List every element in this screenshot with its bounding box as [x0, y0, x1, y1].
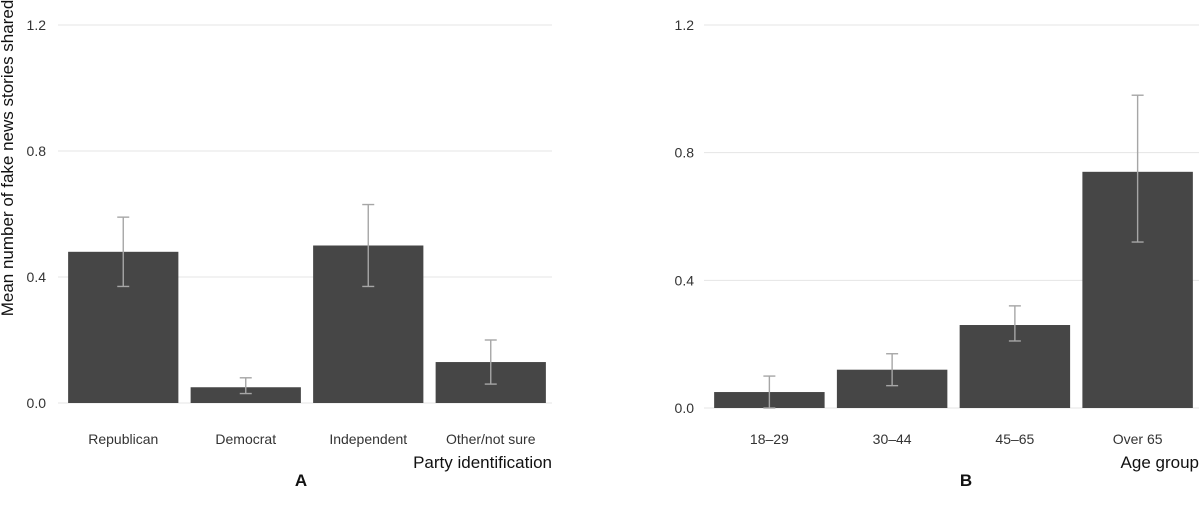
panel-a-x-tick-label: Republican	[88, 431, 158, 447]
panel-b-y-ticks: 0.0 0.4 0.8 1.2	[675, 17, 695, 416]
panel-b-y-tick-label: 0.8	[675, 145, 695, 161]
panel-b-error-bar	[886, 353, 899, 387]
panel-b-x-tick-label: 18–29	[750, 431, 789, 447]
panel-b: 0.0 0.4 0.8 1.2 18–29 30–44 45–65 Over 65 Age …	[675, 17, 1199, 490]
panel-b-y-tick-label: 0.4	[675, 272, 695, 288]
panel-a-errorbars	[117, 203, 497, 395]
panel-a-x-ticks: Republican Democrat Independent Other/not s…	[88, 431, 535, 447]
panel-b-errorbars	[763, 94, 1144, 409]
panel-a-error-bar	[239, 377, 252, 395]
panel-a-x-tick-label: Other/not sure	[446, 431, 536, 447]
panel-a-error-bar	[362, 203, 375, 288]
panel-b-x-ticks: 18–29 30–44 45–65 Over 65	[750, 431, 1163, 447]
panel-b-x-tick-label: 30–44	[873, 431, 912, 447]
panel-a-bar	[190, 387, 301, 403]
panel-b-y-tick-label: 0.0	[675, 400, 695, 416]
panel-a-y-tick-label: 0.8	[27, 143, 47, 159]
panel-a-y-ticks: 0.0 0.4 0.8 1.2	[27, 17, 47, 411]
panel-a-bars	[68, 245, 546, 403]
panel-a-y-tick-label: 1.2	[27, 17, 47, 33]
panel-b-x-axis-title: Age group	[1121, 453, 1199, 472]
panel-a: 0.0 0.4 0.8 1.2 Republican Democrat Independe…	[0, 0, 552, 490]
panel-b-error-bar	[1131, 94, 1144, 243]
panel-a-y-axis-title: Mean number of fake news stories shared	[0, 0, 17, 316]
panel-b-x-tick-label: Over 65	[1113, 431, 1163, 447]
panel-b-bars	[714, 171, 1193, 408]
panel-b-label: B	[960, 471, 972, 490]
panel-a-x-tick-label: Independent	[329, 431, 407, 447]
panel-a-error-bar	[484, 339, 497, 385]
panel-a-x-tick-label: Democrat	[215, 431, 276, 447]
panel-b-y-tick-label: 1.2	[675, 17, 695, 33]
panel-b-error-bar	[763, 375, 776, 409]
panel-a-x-axis-title: Party identification	[413, 453, 552, 472]
panel-a-y-tick-label: 0.4	[27, 269, 47, 285]
panel-a-label: A	[295, 471, 307, 490]
panel-b-x-tick-label: 45–65	[995, 431, 1034, 447]
panel-a-y-tick-label: 0.0	[27, 395, 47, 411]
panel-a-error-bar	[117, 216, 130, 288]
panel-b-error-bar	[1008, 305, 1021, 342]
